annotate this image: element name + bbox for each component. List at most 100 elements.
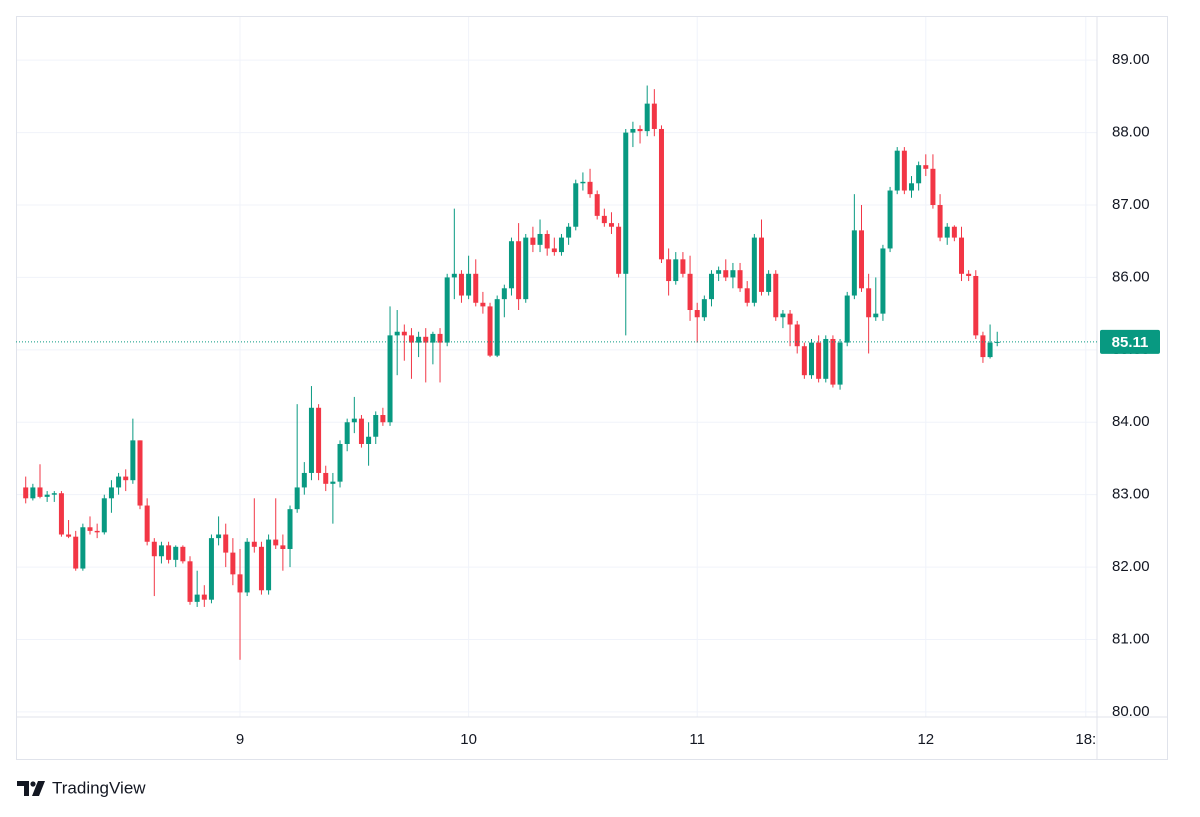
grid [16,16,1097,717]
candle-body [144,505,150,542]
candle-body [837,342,843,385]
candle-body [516,241,522,300]
candle-body [708,273,714,300]
candle-body [601,215,607,224]
candle-body [937,205,943,238]
candle-body [844,295,850,343]
candle-body [401,331,407,336]
candle-body [337,443,343,482]
logo-mark [17,781,29,796]
candle-body [858,230,864,289]
candle-body [758,237,764,292]
axes [16,16,1168,760]
candle-body [458,273,464,296]
candle-body [73,536,79,569]
brand-logo [17,781,45,796]
candle-body [351,418,357,423]
candles [23,85,1000,660]
candle-body [658,128,664,260]
candle-body [987,342,993,358]
candle-body [201,594,207,600]
candle-body [301,472,307,488]
y-tick-label: 89.00 [1112,51,1150,68]
candle-body [587,181,593,195]
candle-body [637,128,643,132]
candle-body [151,541,157,557]
candle-body [701,299,707,318]
candle-body [187,561,193,602]
x-tick-label: 18: [1075,731,1096,748]
candle-body [816,342,822,379]
candle-body [116,476,122,488]
candle-body [273,539,279,546]
candle-body [823,338,829,379]
candle-body [694,310,700,318]
candle-body [573,183,579,227]
last-price-label: 85.11 [1112,334,1149,351]
candle-body [366,436,372,444]
candle-body [916,165,922,184]
candle-body [787,313,793,325]
candle-body [466,273,472,296]
candle-body [644,103,650,132]
candle-body [544,233,550,249]
candle-body [130,440,136,481]
candle-body [651,103,657,129]
candle-body [580,181,586,184]
candle-body [594,194,600,216]
candle-body [208,538,214,600]
y-tick-label: 82.00 [1112,558,1150,575]
candle-body [437,333,443,343]
candle-body [316,407,322,473]
candle-body [608,223,614,227]
candle-body [959,237,965,274]
candle-body [680,259,686,274]
y-tick-label: 86.00 [1112,268,1150,285]
candle-body [123,476,129,481]
candle-body [430,333,436,343]
logo-mark [30,781,36,787]
y-tick-label: 81.00 [1112,630,1150,647]
y-tick-label: 83.00 [1112,486,1150,503]
y-tick-label: 88.00 [1112,124,1150,141]
candle-body [323,472,329,484]
candle-body [423,336,429,343]
candle-body [166,545,172,560]
x-tick-label: 11 [689,731,705,748]
candle-body [87,527,93,531]
candle-body [558,237,564,253]
candle-body [416,336,422,343]
candle-body [266,539,272,591]
candle-body [216,534,222,539]
candle-body [308,407,314,473]
candle-body [223,534,229,553]
candle-body [330,481,336,484]
candle-body [358,418,364,444]
candle-body [908,183,914,191]
chart-border [16,16,1168,760]
candle-body [537,233,543,245]
y-tick-label: 84.00 [1112,413,1150,430]
candle-body [508,241,514,289]
candle-body [58,493,64,535]
candle-body [716,270,722,274]
candle-body [794,324,800,347]
candle-body [980,335,986,358]
candle-body [66,534,72,537]
candle-body [901,150,907,191]
last-price: 85.11 [16,329,1160,354]
candle-body [501,288,507,300]
candle-body [830,338,836,385]
candle-body [723,270,729,278]
candle-body [766,273,772,292]
candle-body [137,440,143,506]
candle-body [387,335,393,423]
candle-body [80,527,86,569]
candle-body [480,302,486,307]
candle-body [523,237,529,300]
candle-body [101,498,107,533]
candle-body [451,273,457,278]
candle-body [773,273,779,318]
candle-body [923,165,929,169]
